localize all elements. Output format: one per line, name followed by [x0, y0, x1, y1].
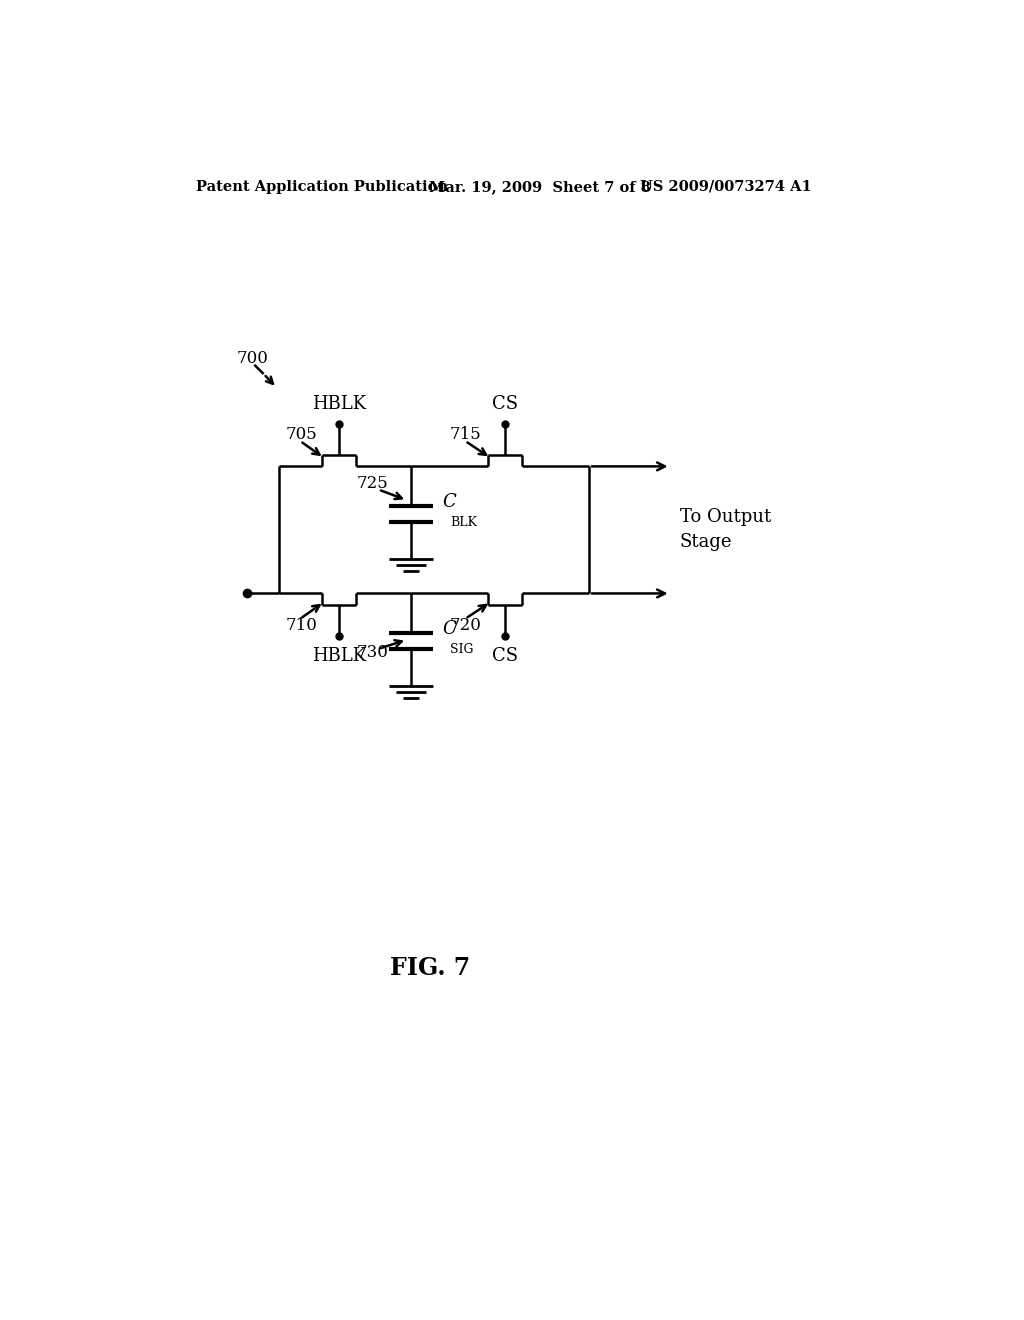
- Text: Patent Application Publication: Patent Application Publication: [197, 180, 449, 194]
- Text: US 2009/0073274 A1: US 2009/0073274 A1: [640, 180, 811, 194]
- Text: 720: 720: [450, 616, 481, 634]
- Text: To Output
Stage: To Output Stage: [680, 508, 771, 552]
- Text: CS: CS: [493, 395, 518, 413]
- Text: 710: 710: [286, 616, 318, 634]
- Text: C: C: [442, 494, 456, 511]
- Text: 705: 705: [286, 426, 317, 444]
- Text: Mar. 19, 2009  Sheet 7 of 8: Mar. 19, 2009 Sheet 7 of 8: [429, 180, 650, 194]
- Text: SIG: SIG: [451, 643, 474, 656]
- Text: FIG. 7: FIG. 7: [390, 957, 470, 981]
- Text: HBLK: HBLK: [311, 395, 366, 413]
- Text: 725: 725: [356, 475, 388, 492]
- Text: HBLK: HBLK: [311, 647, 366, 664]
- Text: 700: 700: [237, 350, 268, 367]
- Text: C: C: [442, 620, 456, 638]
- Text: CS: CS: [493, 647, 518, 664]
- Text: 715: 715: [450, 426, 481, 444]
- Text: BLK: BLK: [451, 516, 477, 529]
- Text: 730: 730: [356, 644, 388, 661]
